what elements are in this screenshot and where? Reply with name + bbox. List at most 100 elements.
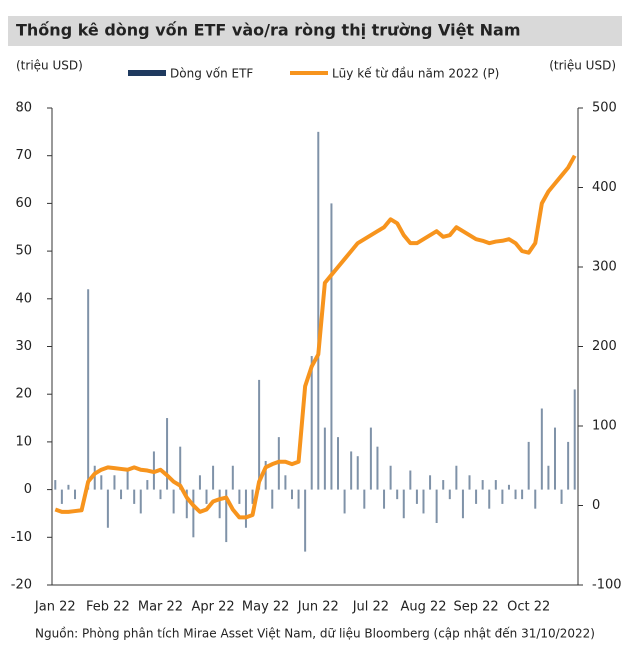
bar (126, 470, 129, 490)
bar (284, 475, 287, 490)
legend-label: Lũy kế từ đầu năm 2022 (P) (332, 67, 499, 81)
bar (553, 427, 556, 490)
bar (67, 484, 70, 490)
y2-tick-label: 200 (592, 339, 617, 354)
y2-axis-label: (triệu USD) (549, 59, 616, 73)
bar (337, 437, 340, 490)
bar (521, 489, 524, 500)
bar (442, 480, 445, 490)
bar (172, 489, 175, 514)
bar (402, 489, 405, 519)
bar (461, 489, 464, 519)
bar (547, 465, 550, 490)
bar (389, 465, 392, 490)
y-tick-label: 70 (15, 148, 32, 163)
bar (481, 480, 484, 490)
bar (363, 489, 366, 509)
bar (251, 489, 254, 504)
bar (179, 446, 182, 490)
bar (297, 489, 300, 509)
y-tick-label: 40 (15, 291, 32, 306)
x-tick-label: Feb 22 (86, 600, 130, 615)
bar (133, 489, 136, 504)
bar (192, 489, 195, 538)
bar (448, 489, 451, 500)
bar (468, 475, 471, 490)
bar (290, 489, 293, 500)
bar (146, 480, 149, 490)
x-tick-label: Aug 22 (400, 600, 446, 615)
bar (573, 389, 576, 490)
x-tick-label: Jan 22 (34, 600, 76, 615)
line (54, 154, 577, 520)
x-tick-label: May 22 (242, 600, 290, 615)
bar (218, 489, 221, 519)
bar (120, 489, 123, 500)
bar (560, 489, 563, 504)
source: Nguồn: Phòng phân tích Mirae Asset Việt … (35, 627, 595, 641)
y-tick-label: 50 (15, 244, 32, 259)
bar (166, 418, 169, 490)
legend-swatch (128, 70, 166, 76)
bar (198, 475, 201, 490)
bar (343, 489, 346, 514)
bar (113, 475, 116, 490)
bar (225, 489, 228, 543)
bar (409, 470, 412, 490)
y-axis-label: (triệu USD) (16, 59, 83, 73)
bar (527, 441, 530, 490)
y2-tick-label: 400 (592, 180, 617, 195)
bar (396, 489, 399, 500)
bar (534, 489, 537, 509)
bar (139, 489, 142, 514)
bar (435, 489, 438, 523)
bar (264, 460, 267, 490)
title-band (8, 16, 622, 46)
bar (507, 484, 510, 490)
bar (376, 446, 379, 490)
bar (100, 475, 103, 490)
y-tick-label: 0 (24, 482, 32, 497)
y-tick-label: 10 (15, 434, 32, 449)
bar (475, 489, 478, 504)
y2-tick-label: 100 (592, 419, 617, 434)
bar (185, 489, 188, 519)
bar (106, 489, 109, 528)
bar (310, 356, 313, 490)
x-tick-label: Sep 22 (453, 600, 498, 615)
bar (159, 489, 162, 500)
bar (271, 489, 274, 509)
bar (74, 489, 77, 500)
bar (514, 489, 517, 500)
legend-label: Dòng vốn ETF (170, 67, 253, 81)
bar (205, 489, 208, 504)
bar (323, 427, 326, 490)
bar (258, 379, 261, 490)
y-tick-label: 20 (15, 387, 32, 402)
bar (87, 289, 90, 490)
bar (356, 456, 359, 490)
y-tick-label: 30 (15, 339, 32, 354)
y2-tick-label: 300 (592, 260, 617, 275)
bar (238, 489, 241, 504)
y2-tick-label: 0 (592, 498, 600, 513)
bar (304, 489, 307, 552)
bar (383, 489, 386, 509)
bar (212, 465, 215, 490)
bar (455, 465, 458, 490)
chart-title: Thống kê dòng vốn ETF vào/ra ròng thị tr… (16, 21, 521, 40)
bar (369, 427, 372, 490)
bar (231, 465, 234, 490)
bar (93, 465, 96, 490)
bar (567, 441, 570, 490)
x-tick-label: Oct 22 (507, 600, 550, 615)
bar (244, 489, 247, 528)
bar (422, 489, 425, 514)
x-tick-label: Jun 22 (297, 600, 339, 615)
bar (494, 480, 497, 490)
bar (540, 408, 543, 490)
x-tick-label: Apr 22 (192, 600, 235, 615)
y-tick-label: 80 (15, 101, 32, 116)
bar (317, 131, 320, 490)
